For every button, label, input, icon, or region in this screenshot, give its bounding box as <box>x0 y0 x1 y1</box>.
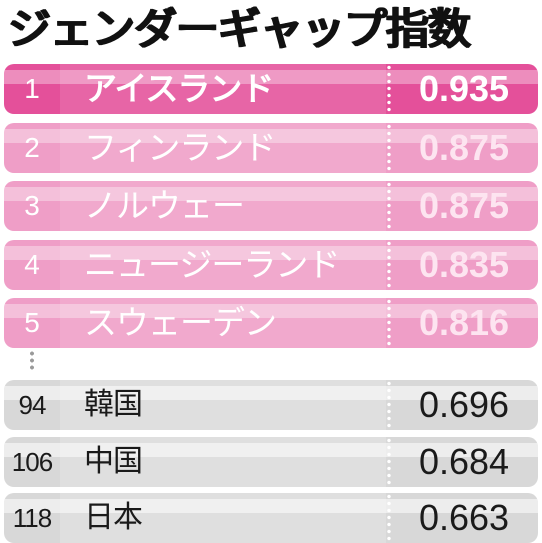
country-label: ノルウェー <box>84 186 245 225</box>
rank-label: 2 <box>24 132 40 163</box>
rank-label: 5 <box>24 307 40 338</box>
row-country-band <box>60 181 386 231</box>
row-country-band <box>60 298 386 348</box>
dotted-divider <box>386 493 392 543</box>
dotted-divider <box>386 64 392 114</box>
index-value: 0.696 <box>418 384 510 425</box>
country-label: 中国 <box>84 444 143 479</box>
table-row: 94 韓国 0.696 <box>4 380 538 430</box>
table-row: 4 ニュージーランド 0.835 <box>4 240 538 290</box>
ellipsis-dots-icon <box>28 350 36 372</box>
country-label: 日本 <box>84 500 143 535</box>
index-value: 0.835 <box>418 244 510 285</box>
page-title: ジェンダーギャップ指数 <box>8 5 471 55</box>
table-row: 5 スウェーデン 0.816 <box>4 298 538 348</box>
table-row: 2 フィンランド 0.875 <box>4 123 538 173</box>
row-country-band <box>60 493 386 543</box>
row-country-band <box>60 64 386 114</box>
index-value: 0.875 <box>418 127 510 168</box>
index-value: 0.875 <box>418 185 510 226</box>
index-value: 0.935 <box>418 68 510 109</box>
rank-label: 106 <box>11 447 53 477</box>
rank-label: 4 <box>24 249 40 280</box>
rank-label: 1 <box>24 73 40 104</box>
rank-label: 94 <box>18 390 47 420</box>
dotted-divider <box>386 123 392 173</box>
row-country-band <box>60 240 386 290</box>
dotted-divider <box>386 437 392 487</box>
index-value: 0.684 <box>418 441 510 482</box>
dotted-divider <box>386 380 392 430</box>
dotted-divider <box>386 240 392 290</box>
rank-label: 3 <box>24 190 40 221</box>
country-label: 韓国 <box>84 387 143 422</box>
row-country-band <box>60 437 386 487</box>
row-country-band <box>60 123 386 173</box>
table-row: 106 中国 0.684 <box>4 437 538 487</box>
country-label: ニュージーランド <box>84 245 340 284</box>
table-row: 3 ノルウェー 0.875 <box>4 181 538 231</box>
index-value: 0.816 <box>418 302 510 343</box>
country-label: フィンランド <box>84 128 276 167</box>
country-label: アイスランド <box>84 69 274 108</box>
table-row: 1 アイスランド 0.935 <box>4 64 538 114</box>
row-country-band <box>60 380 386 430</box>
dotted-divider <box>386 298 392 348</box>
rank-label: 118 <box>12 503 52 533</box>
dotted-divider <box>386 181 392 231</box>
index-value: 0.663 <box>418 497 510 538</box>
country-label: スウェーデン <box>84 303 277 342</box>
table-row: 118 日本 0.663 <box>4 493 538 543</box>
